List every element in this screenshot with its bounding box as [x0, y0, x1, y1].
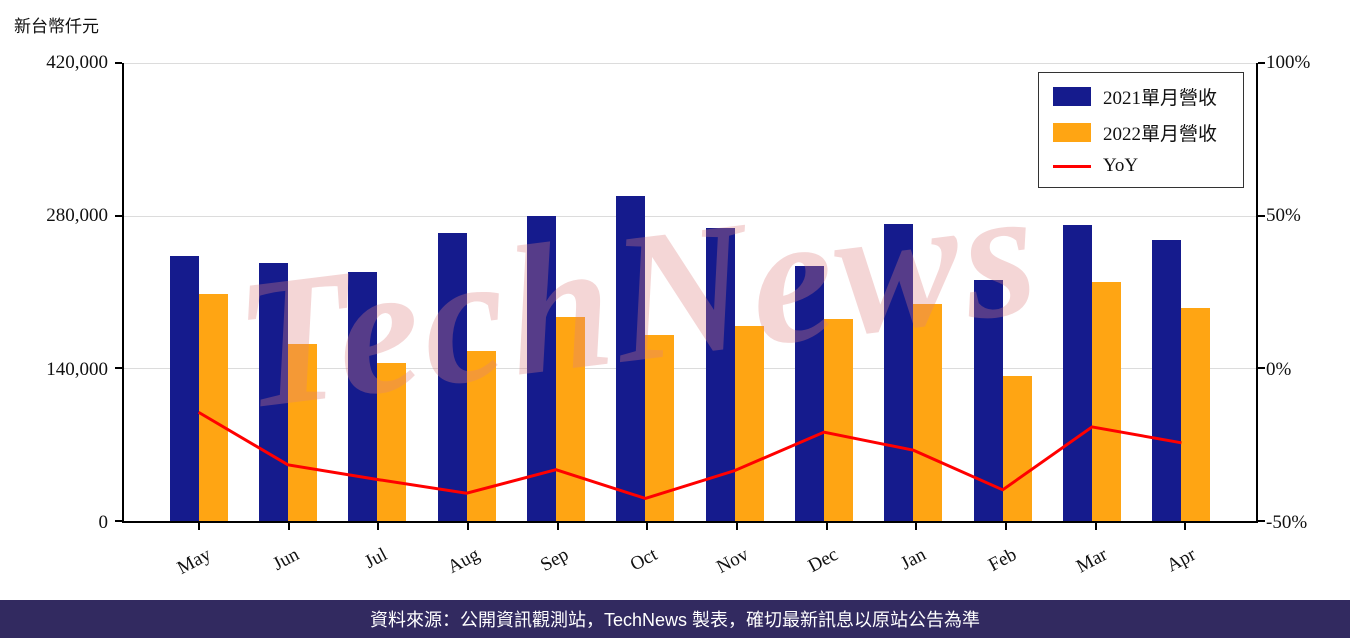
left-axis-title: 新台幣仟元	[14, 17, 99, 36]
bar-series2-Jun	[287, 344, 317, 521]
x-axis-tick-label: Dec	[804, 544, 842, 577]
axis-tickmark	[115, 214, 122, 217]
gridline-mid-lower	[124, 368, 1256, 370]
bar-group-Oct	[601, 63, 690, 521]
bar-series2-May	[198, 294, 228, 521]
legend-label: 2022單月營收	[1103, 124, 1218, 145]
left-axis-labels: 420,000 280,000 140,000 0	[0, 52, 114, 533]
axis-tickmark	[556, 523, 559, 530]
left-axis-tick-label: 140,000	[46, 358, 108, 380]
x-axis-labels: May Jun Jul Aug Sep Oct Nov Dec Jan Feb Mar Apr	[122, 530, 1258, 592]
axis-tickmark	[1184, 523, 1187, 530]
legend-label: 2021單月營收	[1103, 88, 1218, 109]
bar-series1-Feb	[973, 280, 1003, 521]
right-axis-tick-label: 100%	[1266, 52, 1311, 73]
legend-bar-swatch	[1053, 87, 1091, 106]
legend-item: 2022單月營收	[1053, 119, 1229, 146]
x-axis-tick-label: May	[173, 544, 215, 579]
gridline-mid-upper	[124, 215, 1256, 217]
axis-tickmark	[115, 367, 122, 370]
axis-tickmark	[466, 523, 469, 530]
bar-series1-Apr	[1152, 239, 1182, 521]
axis-tickmark	[825, 523, 828, 530]
axis-tickmark	[1258, 62, 1265, 64]
bar-series1-Aug	[437, 233, 467, 521]
legend: 2021單月營收 2022單月營收 YoY	[1038, 72, 1244, 188]
x-axis-tick-label: Nov	[713, 544, 752, 578]
bar-series1-Jul	[348, 272, 378, 521]
legend-label: YoY	[1103, 155, 1139, 176]
axis-tickmark	[1258, 367, 1265, 370]
axis-tickmark	[1258, 520, 1265, 522]
bar-series2-Sep	[555, 317, 585, 521]
bar-series2-Apr	[1181, 308, 1211, 521]
x-axis-tick-label: Jan	[897, 544, 930, 575]
bar-group-Jun	[243, 63, 332, 521]
bar-group-Aug	[422, 63, 511, 521]
axis-tickmark	[735, 523, 738, 530]
x-axis-tick-label: Jun	[268, 544, 303, 575]
bar-series1-Dec	[794, 265, 824, 521]
bar-series1-Mar	[1062, 225, 1092, 521]
legend-item: 2021單月營收	[1053, 83, 1229, 110]
axis-tickmark	[197, 523, 200, 530]
right-axis-tick-label: -50%	[1266, 512, 1308, 533]
bar-group-Feb	[958, 63, 1047, 521]
legend-bar-swatch	[1053, 123, 1091, 142]
axis-tickmark	[646, 523, 649, 530]
bar-group-Sep	[511, 63, 600, 521]
bar-series2-Oct	[645, 334, 675, 521]
bar-series2-Jul	[377, 362, 407, 521]
legend-item: YoY	[1053, 155, 1229, 177]
left-axis-tick-label: 0	[98, 512, 109, 533]
axis-tickmark	[115, 62, 122, 64]
left-axis-tick-label: 280,000	[46, 205, 108, 227]
bar-series1-Nov	[705, 227, 735, 521]
axis-tickmark	[287, 523, 290, 530]
axis-tickmark	[377, 523, 380, 530]
bar-series2-Nov	[734, 325, 764, 521]
bar-group-Dec	[779, 63, 868, 521]
legend-line-swatch	[1053, 164, 1091, 168]
left-axis-tick-label: 420,000	[46, 52, 108, 73]
footer-text: 資料來源：公開資訊觀測站，TechNews 製表，確切最新訊息以原站公告為準	[369, 610, 981, 630]
x-axis-tick-label: Aug	[444, 544, 483, 578]
bar-group-Jul	[333, 63, 422, 521]
bar-series2-Dec	[823, 319, 853, 521]
x-axis-tick-label: Sep	[536, 544, 572, 576]
bar-series2-Jan	[913, 304, 943, 521]
bar-group-Nov	[690, 63, 779, 521]
bar-series1-Sep	[526, 215, 556, 521]
right-axis-tick-label: 0%	[1266, 358, 1292, 380]
right-axis-tick-label: 50%	[1266, 205, 1301, 227]
x-axis-tick-label: Oct	[626, 544, 662, 576]
x-axis-tick-label: Mar	[1072, 544, 1111, 578]
bar-series1-Oct	[616, 196, 646, 521]
axis-tickmark	[1094, 523, 1097, 530]
bar-series2-Feb	[1002, 375, 1032, 521]
bar-series2-Mar	[1091, 282, 1121, 521]
bar-series1-Jun	[258, 262, 288, 521]
axis-tickmark	[915, 523, 918, 530]
axis-tickmark	[115, 520, 122, 522]
x-axis-tick-label: Feb	[984, 544, 1020, 576]
bar-series1-May	[169, 256, 199, 521]
bar-group-May	[154, 63, 243, 521]
x-axis-tick-label: Jul	[361, 544, 391, 573]
bar-group-Jan	[869, 63, 958, 521]
bar-series2-Aug	[466, 350, 496, 521]
axis-tickmark	[1004, 523, 1007, 530]
bar-series1-Jan	[884, 224, 914, 521]
x-axis-tick-label: Apr	[1163, 544, 1200, 577]
axis-tickmark	[1258, 214, 1265, 217]
right-axis-labels: 100% 50% 0% -50%	[1266, 52, 1350, 533]
footer-bar: 資料來源：公開資訊觀測站，TechNews 製表，確切最新訊息以原站公告為準	[0, 600, 1350, 638]
gridline-top	[124, 63, 1256, 64]
